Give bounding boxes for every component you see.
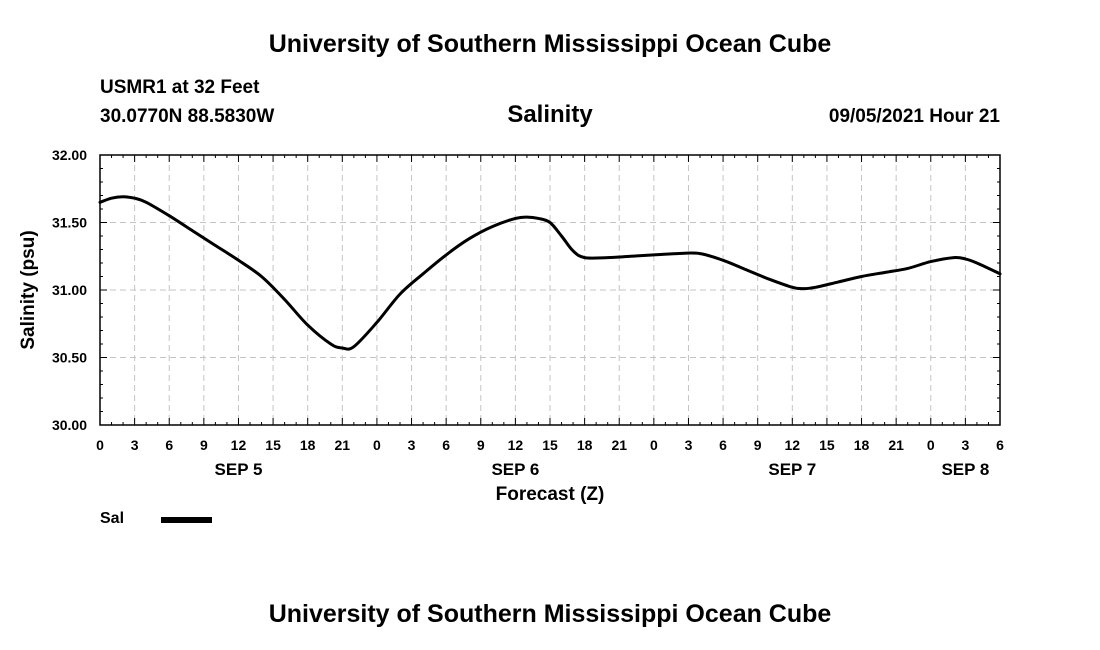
x-tick-label: 21 xyxy=(888,437,904,453)
y-axis-label: Salinity (psu) xyxy=(18,230,39,349)
x-tick-label: 6 xyxy=(165,437,173,453)
legend-swatch xyxy=(161,517,212,523)
x-tick-label: 9 xyxy=(200,437,208,453)
forecast-datetime: 09/05/2021 Hour 21 xyxy=(828,106,1000,127)
x-tick-label: 15 xyxy=(542,437,558,453)
day-label: SEP 8 xyxy=(941,460,989,479)
day-label: SEP 7 xyxy=(768,460,816,479)
variable-title: Salinity xyxy=(507,101,593,128)
x-tick-label: 18 xyxy=(854,437,870,453)
x-tick-label: 12 xyxy=(231,437,247,453)
x-tick-label: 15 xyxy=(265,437,281,453)
x-tick-label: 15 xyxy=(819,437,835,453)
x-tick-label: 3 xyxy=(685,437,693,453)
x-tick-label: 0 xyxy=(927,437,935,453)
legend-label: Sal xyxy=(100,510,125,527)
axis-ticks xyxy=(99,154,1001,426)
x-tick-label: 0 xyxy=(650,437,658,453)
y-tick-label: 30.50 xyxy=(52,350,87,366)
day-label: SEP 6 xyxy=(491,460,539,479)
x-tick-label: 21 xyxy=(611,437,627,453)
x-tick-label: 9 xyxy=(477,437,485,453)
y-tick-label: 31.00 xyxy=(52,282,87,298)
footer-title: University of Southern Mississippi Ocean… xyxy=(268,600,832,628)
salinity-series-line xyxy=(98,195,1002,351)
y-tick-label: 32.00 xyxy=(52,147,87,163)
axis-labels: 0 3 6 9 12 15 18 21 0 3 6 9 12 15 18 21 0 3 6 9 12 15 18 21 0 3 6S… xyxy=(52,147,1004,479)
chart-title: University of Southern Mississippi Ocean… xyxy=(268,30,832,58)
x-tick-label: 12 xyxy=(785,437,801,453)
x-tick-label: 0 xyxy=(96,437,104,453)
x-tick-label: 18 xyxy=(300,437,316,453)
day-label: SEP 5 xyxy=(215,460,263,479)
x-tick-label: 12 xyxy=(508,437,524,453)
station-coordinates: 30.0770N 88.5830W xyxy=(100,106,275,127)
x-tick-label: 6 xyxy=(719,437,727,453)
x-tick-label: 0 xyxy=(373,437,381,453)
x-tick-label: 9 xyxy=(754,437,762,453)
x-tick-label: 18 xyxy=(577,437,593,453)
x-tick-label: 3 xyxy=(131,437,139,453)
y-tick-label: 31.50 xyxy=(52,215,87,231)
station-label: USMR1 at 32 Feet xyxy=(100,77,260,98)
x-tick-label: 3 xyxy=(961,437,969,453)
chart-grid xyxy=(100,155,1000,425)
x-tick-label: 6 xyxy=(442,437,450,453)
x-tick-label: 3 xyxy=(408,437,416,453)
x-axis-label: Forecast (Z) xyxy=(496,484,605,505)
x-tick-label: 6 xyxy=(996,437,1004,453)
y-tick-label: 30.00 xyxy=(52,417,87,433)
x-tick-label: 21 xyxy=(335,437,351,453)
